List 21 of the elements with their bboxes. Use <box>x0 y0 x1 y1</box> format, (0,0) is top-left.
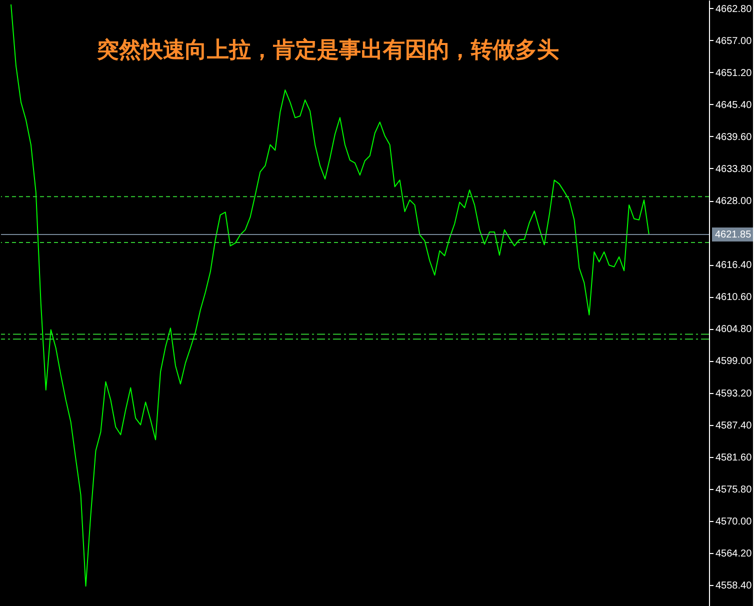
y-tick-label: 4657.00 <box>716 36 752 47</box>
y-tick-label: 4587.40 <box>716 420 752 432</box>
y-tick-label: 4599.00 <box>716 356 752 368</box>
y-tick-label: 4628.00 <box>716 196 752 208</box>
y-tick-label: 4662.80 <box>716 4 752 15</box>
annotation: 突然快速向上拉，肯定是事出有因的，转做多头 <box>96 37 559 63</box>
y-tick-label: 4651.20 <box>716 68 752 79</box>
y-tick-label: 4604.80 <box>716 324 752 336</box>
y-tick-label: 4616.40 <box>716 260 752 272</box>
y-tick-label: 4645.40 <box>716 100 752 111</box>
y-tick-label: 4581.60 <box>716 452 752 464</box>
y-tick-label: 4633.80 <box>716 164 752 175</box>
y-tick-label: 4564.20 <box>716 548 752 560</box>
line-series <box>10 4 650 587</box>
y-tick-label: 4593.20 <box>716 388 752 400</box>
y-tick-label: 4575.80 <box>716 484 752 496</box>
y-tick-label: 4639.60 <box>716 132 752 143</box>
ref-line-label: 4621.85 <box>715 230 752 240</box>
y-tick-label: 4610.60 <box>716 292 752 304</box>
y-tick-label: 4558.40 <box>716 580 752 592</box>
y-tick-label: 4570.00 <box>716 516 752 528</box>
